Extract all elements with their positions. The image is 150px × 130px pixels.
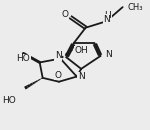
Text: N: N [55,51,62,60]
Text: O: O [61,10,68,19]
Text: H: H [104,11,111,20]
Text: N: N [103,15,110,24]
Text: N: N [78,72,85,81]
Text: N: N [105,50,112,59]
Text: HO: HO [16,54,30,63]
Text: CH₃: CH₃ [127,3,143,12]
Text: HO: HO [2,96,16,105]
Text: O: O [54,71,61,80]
Text: OH: OH [74,46,88,55]
